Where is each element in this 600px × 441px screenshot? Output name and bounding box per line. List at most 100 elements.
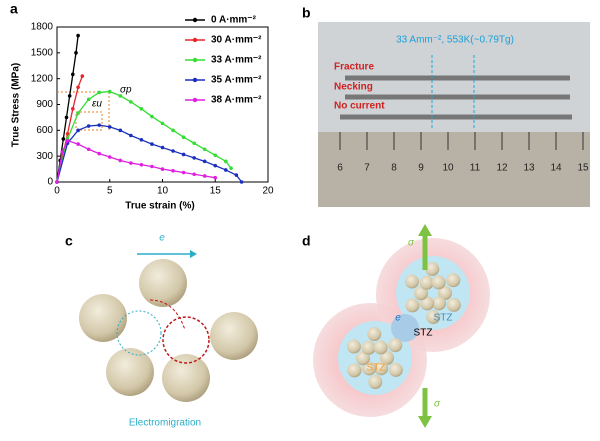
ruler-label: 6: [337, 163, 343, 174]
point: [171, 169, 175, 173]
atom: [438, 286, 452, 300]
x-tick-label: 5: [107, 186, 113, 197]
stz-zone: [391, 314, 419, 342]
series-line: [56, 90, 232, 183]
ruler-label: 10: [442, 163, 454, 174]
point: [80, 74, 85, 78]
point: [239, 180, 244, 184]
point: [224, 159, 228, 164]
point: [150, 142, 154, 146]
point: [71, 107, 75, 111]
panel-b: b 33 Amm⁻², 553K(~0.79Tg) Fracture Necki…: [302, 5, 590, 207]
caption: Electromigration: [129, 418, 201, 429]
legend-marker: [192, 77, 198, 83]
atom: [388, 338, 403, 353]
atom: [362, 361, 377, 376]
ruler-label: 15: [577, 163, 589, 174]
legend-label: 0 A·mm⁻²: [211, 15, 257, 26]
point: [97, 90, 101, 95]
panel-c: c e Electromigration: [65, 233, 258, 429]
x-tick-label: 10: [157, 186, 169, 197]
stz-label: STZ: [367, 363, 386, 374]
atom: [404, 274, 419, 289]
point: [213, 175, 218, 180]
atom: [356, 351, 371, 366]
atom: [361, 340, 376, 355]
point: [118, 128, 123, 133]
point: [71, 72, 75, 77]
point: [55, 180, 59, 184]
sample-label: Necking: [334, 82, 373, 93]
x-tick-label: 0: [54, 186, 60, 197]
point: [160, 167, 165, 171]
legend-marker: [192, 57, 198, 63]
stz-label: STZ: [414, 328, 433, 339]
atom: [79, 294, 127, 342]
point: [150, 164, 154, 169]
atom: [420, 296, 435, 311]
panel-label: d: [302, 233, 311, 249]
legend-marker: [192, 97, 198, 103]
y-tick-label: 1200: [31, 73, 54, 84]
point: [76, 128, 80, 133]
point: [160, 145, 165, 150]
panel-d: d σ σ e STZ STZ STZ: [302, 224, 490, 428]
point: [97, 151, 101, 156]
point: [181, 170, 186, 175]
point: [171, 128, 175, 133]
legend-label: 30 A·mm⁻²: [211, 35, 262, 46]
guide: [57, 91, 110, 130]
atoms: [346, 262, 461, 389]
arrow-head: [418, 224, 432, 236]
point: [139, 162, 144, 167]
point: [181, 135, 186, 140]
y-label: True Stress (MPa): [11, 63, 22, 147]
legend-label: 33 A·mm⁻²: [211, 55, 262, 66]
ruler-label: 7: [364, 163, 370, 174]
atom: [425, 262, 440, 277]
atom: [431, 275, 446, 290]
ruler-label: 13: [523, 163, 535, 174]
x-tick-label: 15: [210, 186, 222, 197]
atom: [446, 297, 461, 312]
guide: [75, 111, 103, 131]
y-tick-label: 600: [36, 125, 53, 136]
ruler-label: 12: [496, 163, 508, 174]
point: [202, 147, 207, 152]
atom: [380, 351, 394, 365]
arrow-label: e: [395, 313, 401, 324]
annotation: εu: [92, 99, 102, 110]
atom: [419, 275, 434, 290]
y-tick-label: 1800: [31, 22, 54, 33]
legend-label: 38 A·mm⁻²: [211, 95, 262, 106]
y-tick-label: 0: [47, 177, 53, 188]
ruler-label: 14: [550, 163, 562, 174]
atom: [426, 309, 441, 324]
point: [107, 89, 112, 94]
y-tick-label: 1500: [31, 47, 54, 58]
point: [76, 111, 80, 115]
point: [65, 131, 70, 136]
atom: [373, 340, 388, 355]
point: [107, 125, 112, 129]
atom: [106, 348, 154, 396]
point: [86, 147, 91, 152]
point: [192, 141, 196, 146]
point: [139, 138, 144, 142]
point: [76, 33, 80, 38]
point: [60, 150, 65, 154]
sample-label: No current: [334, 101, 385, 112]
atom: [368, 374, 383, 389]
point: [86, 97, 91, 102]
point: [76, 142, 80, 146]
point: [129, 133, 133, 138]
point: [76, 85, 80, 90]
atom-path: [149, 299, 186, 331]
atom: [446, 273, 461, 288]
arrow-label: e: [159, 233, 165, 244]
atom: [139, 259, 187, 307]
atom: [347, 363, 362, 378]
y-tick-label: 900: [36, 99, 53, 110]
point: [97, 123, 101, 127]
